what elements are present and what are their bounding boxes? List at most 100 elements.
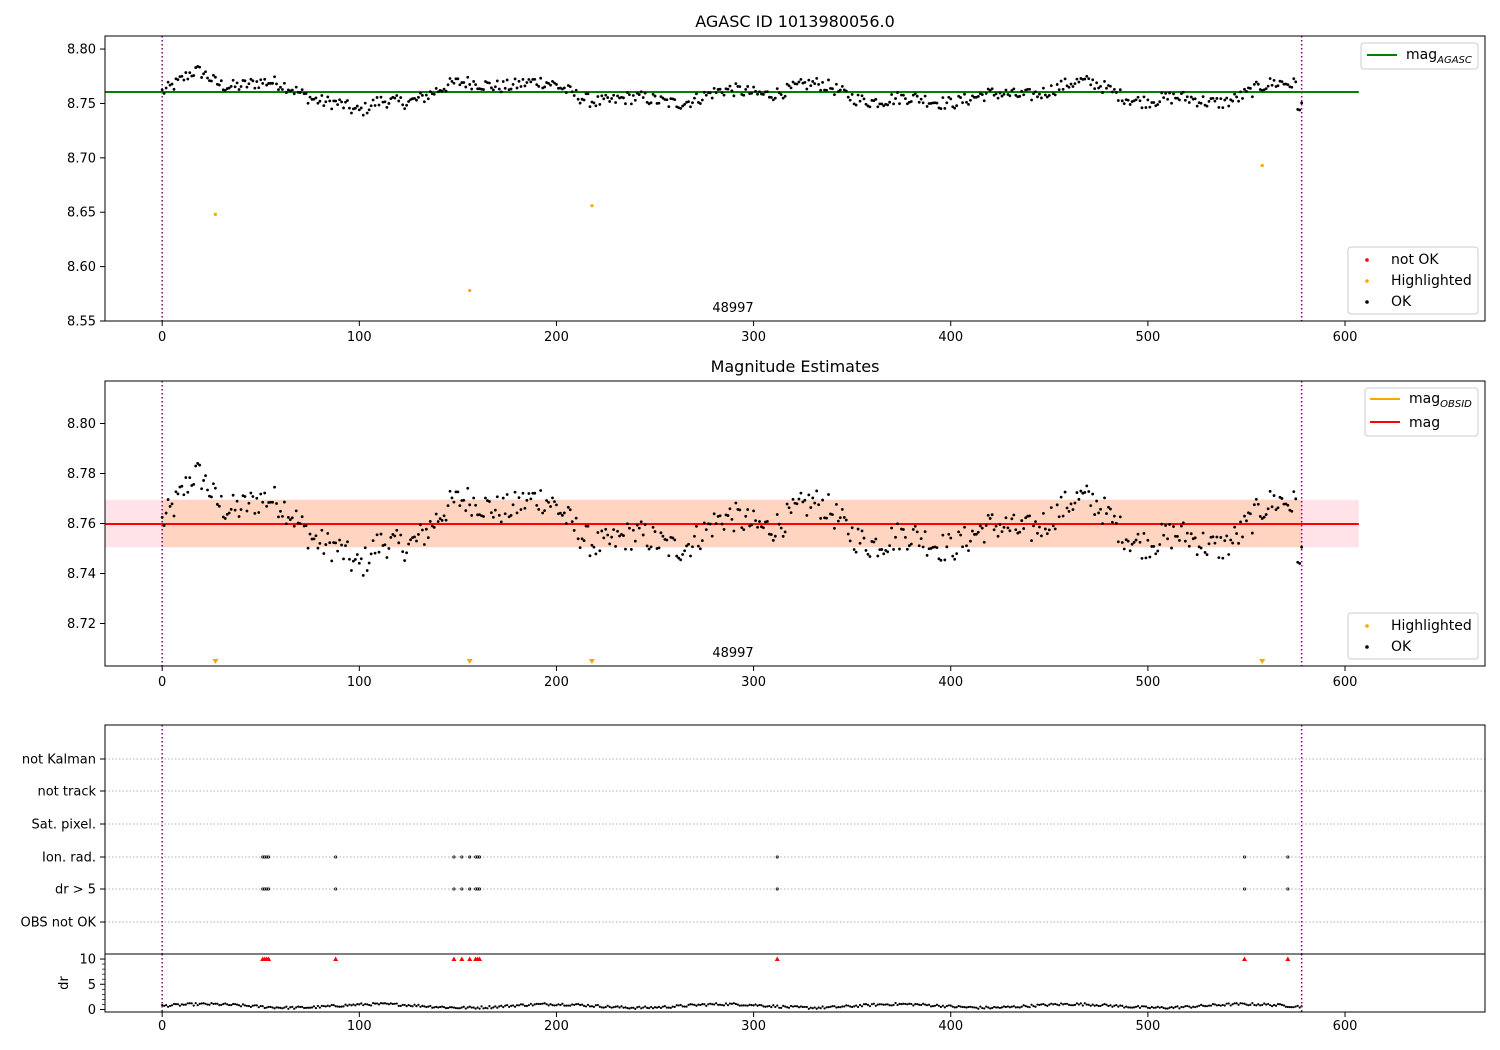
- dr-point: [1298, 1006, 1301, 1009]
- dr-point: [937, 1004, 941, 1007]
- magnitude-ok-point: [428, 520, 432, 523]
- magnitude-ok-point: [618, 534, 621, 538]
- magnitude-ok-point: [681, 553, 685, 556]
- dr-point: [510, 1004, 513, 1007]
- magnitude-ok-point: [239, 508, 243, 511]
- magnitude-ok-point: [283, 500, 286, 504]
- agasc-ok-point: [752, 85, 755, 89]
- agasc-ok-point: [219, 79, 223, 83]
- dr-point: [1223, 1004, 1226, 1007]
- dr-point: [1123, 1006, 1126, 1009]
- magnitude-xtick-label: 600: [1333, 675, 1358, 690]
- agasc-ok-point: [827, 78, 830, 82]
- dr-point: [194, 1002, 197, 1005]
- magnitude-ok-point: [385, 556, 389, 559]
- magnitude-ok-point: [685, 544, 688, 548]
- dr-point: [620, 1005, 623, 1008]
- dr-point: [437, 1006, 440, 1009]
- agasc-ok-point: [184, 71, 188, 74]
- magnitude-ok-point: [1089, 504, 1093, 508]
- magnitude-ok-point: [904, 535, 907, 539]
- agasc-ok-point: [501, 80, 505, 83]
- dr-point: [1109, 1004, 1112, 1007]
- dr-point: [1101, 1003, 1104, 1006]
- magnitude-ok-point: [320, 528, 324, 532]
- dr-point: [677, 1004, 680, 1007]
- magnitude-ok-point: [198, 463, 202, 467]
- agasc-ok-point: [754, 89, 757, 93]
- agasc-ok-point: [515, 86, 519, 90]
- dr-point: [774, 1005, 777, 1009]
- magnitude-ok-point: [856, 527, 860, 531]
- magnitude-highlighted-marker: [212, 659, 219, 664]
- dr-point: [228, 1003, 231, 1007]
- dr-xtick-label: 500: [1135, 1019, 1160, 1034]
- agasc-ok-point: [444, 89, 448, 93]
- magnitude-ok-point: [1207, 542, 1211, 546]
- agasc-ok-point: [513, 77, 517, 81]
- dr-point: [377, 1003, 381, 1006]
- dr-point: [580, 1003, 584, 1006]
- agasc-ok-point: [990, 87, 994, 91]
- agasc-ok-point: [856, 93, 860, 97]
- dr-point: [985, 1005, 988, 1008]
- dr-point: [165, 1004, 168, 1007]
- agasc-ok-point: [568, 85, 572, 88]
- dr-point: [1219, 1004, 1222, 1007]
- magnitude-ok-point: [1004, 516, 1008, 520]
- magnitude-ok-point: [324, 543, 328, 546]
- dr-point: [435, 1005, 438, 1008]
- magnitude-ok-point: [821, 498, 824, 502]
- dr-point: [709, 1002, 712, 1005]
- agasc-ok-point: [170, 82, 174, 86]
- magnitude-ok-point: [643, 523, 647, 527]
- agasc-ok-point: [310, 97, 314, 101]
- dr-point: [1002, 1005, 1006, 1008]
- agasc-ok-point: [1252, 82, 1256, 86]
- magnitude-ok-point: [1036, 531, 1039, 535]
- agasc-ok-point: [231, 78, 235, 82]
- dr-point: [277, 1006, 280, 1009]
- dr-point: [1087, 1003, 1090, 1006]
- dr-point: [210, 1001, 213, 1005]
- agasc-ok-point: [1071, 85, 1075, 88]
- dr-point: [1172, 1006, 1175, 1010]
- magnitude-ok-point: [1057, 515, 1061, 519]
- magnitude-ytick-label: 8.74: [67, 567, 96, 582]
- agasc-ok-point: [921, 101, 925, 105]
- dr-point: [537, 1002, 540, 1006]
- magnitude-ok-point: [369, 552, 373, 556]
- dr-point: [519, 1003, 523, 1006]
- dr-point: [689, 1003, 692, 1006]
- magnitude-ok-point: [606, 533, 610, 537]
- dr-point: [991, 1006, 994, 1010]
- dr-point: [1280, 1003, 1284, 1006]
- magnitude-points: [160, 462, 1304, 664]
- dr-point: [1010, 1005, 1013, 1008]
- dr-point: [202, 1002, 205, 1005]
- agasc-ok-point: [555, 83, 558, 86]
- dr-xtick-label: 0: [158, 1019, 166, 1034]
- agasc-ok-point: [811, 80, 815, 83]
- ok-legend-label-2: OK: [1391, 639, 1412, 655]
- agasc-ok-point: [700, 98, 704, 102]
- not-ok-legend-marker: [1365, 258, 1369, 262]
- agasc-ok-point: [728, 84, 732, 88]
- dr-point: [336, 1005, 339, 1008]
- dr-point: [567, 1004, 570, 1007]
- dr-point: [648, 1007, 651, 1010]
- agasc-ok-point: [687, 100, 690, 104]
- magnitude-ok-point: [338, 538, 341, 542]
- agasc-ok-point: [346, 99, 349, 102]
- dr-point: [1103, 1002, 1106, 1006]
- dr-point: [403, 1003, 406, 1007]
- dr-point: [669, 1006, 672, 1009]
- agasc-ok-point: [424, 93, 428, 97]
- magnitude-ok-point: [533, 491, 537, 495]
- agasc-ok-point: [1012, 87, 1016, 91]
- magnitude-ok-point: [941, 533, 945, 537]
- magnitude-ok-point: [1229, 538, 1233, 542]
- magnitude-ok-point: [249, 491, 253, 495]
- agasc-ok-point: [598, 103, 602, 106]
- dr-point: [989, 1007, 992, 1010]
